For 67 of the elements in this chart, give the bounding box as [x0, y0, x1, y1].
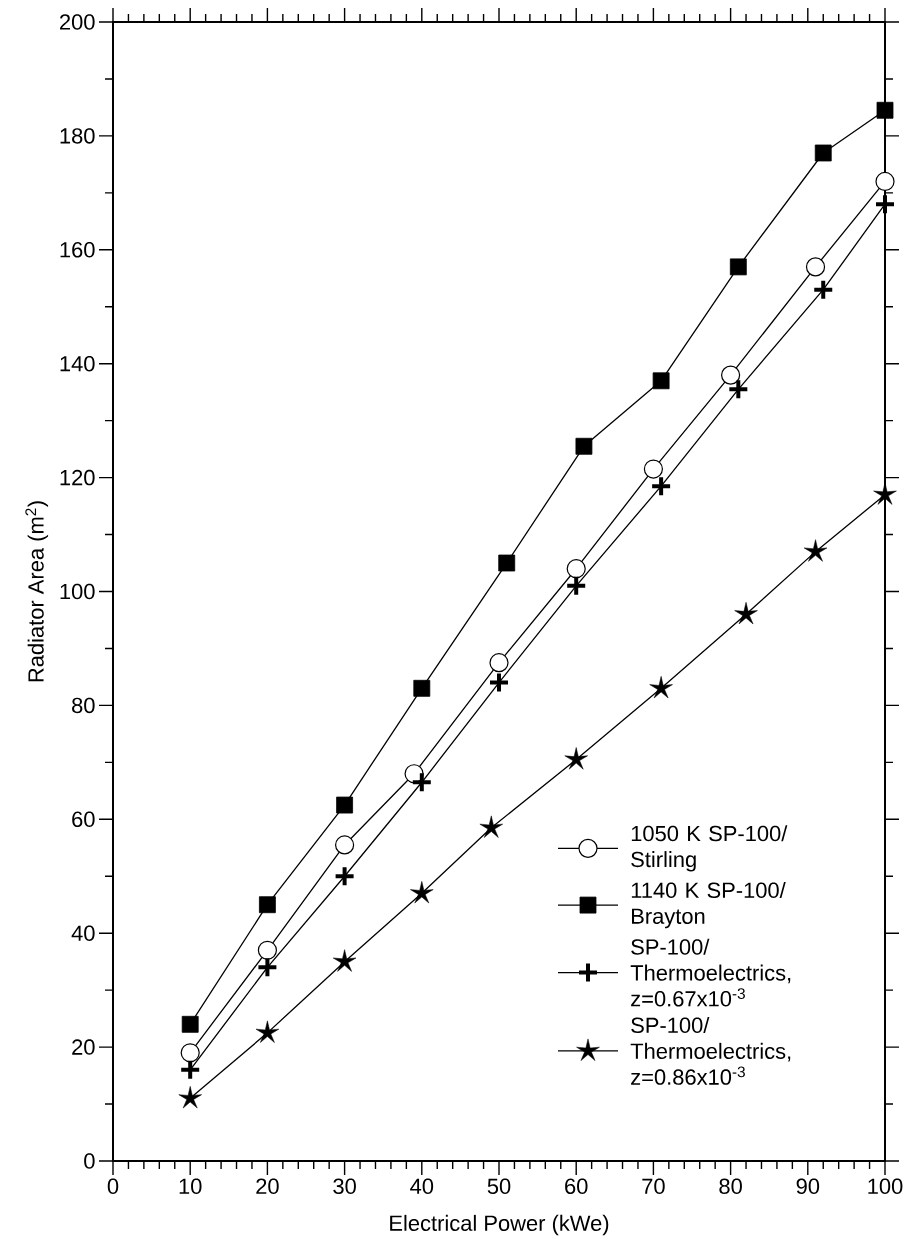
x-tick-label: 70	[642, 1178, 665, 1195]
y-tick-label: 60	[72, 811, 95, 828]
legend-label: 1140 K SP-100/ Brayton	[631, 881, 786, 929]
point	[336, 796, 353, 814]
point	[564, 747, 588, 770]
x-tick-label: 60	[565, 1178, 588, 1195]
point	[257, 940, 277, 960]
point	[178, 1086, 202, 1109]
point	[873, 482, 897, 505]
point	[721, 365, 741, 385]
point	[874, 193, 897, 216]
point	[489, 653, 509, 673]
point	[650, 475, 673, 498]
point	[565, 574, 588, 597]
legend-label: 1050 K SP-100/ Stirling	[631, 825, 788, 872]
point	[876, 101, 894, 119]
point	[803, 539, 828, 562]
x-tick-label: 40	[410, 1178, 434, 1195]
y-tick-label: 20	[72, 1039, 95, 1055]
y-tick-label: 40	[71, 925, 95, 941]
y-tick-label: 100	[60, 583, 95, 600]
y-tick-label: 0	[84, 1153, 95, 1169]
y-tick-label: 140	[60, 355, 95, 372]
point	[814, 144, 832, 162]
point	[729, 258, 747, 276]
point	[479, 815, 503, 838]
point	[875, 171, 895, 192]
x-tick-label: 50	[487, 1178, 511, 1195]
x-tick-label: 100	[868, 1178, 903, 1195]
y-tick-label: 180	[60, 128, 95, 144]
point	[259, 896, 276, 914]
point	[413, 679, 431, 697]
point	[410, 771, 433, 794]
y-tick-label: 80	[72, 697, 95, 714]
point	[488, 671, 510, 694]
point	[180, 1043, 200, 1063]
point	[410, 881, 434, 904]
point	[566, 559, 586, 579]
point	[256, 956, 279, 979]
point	[652, 372, 670, 390]
legend-label: SP-100/ Thermoelectrics, z=0.86x10$^{-3}$	[630, 1016, 791, 1085]
point	[333, 865, 356, 888]
point	[805, 257, 826, 277]
point	[575, 437, 593, 455]
point	[727, 378, 750, 401]
point	[649, 676, 673, 699]
legend-label: SP-100/ Thermoelectrics, z=0.67x10$^{-3}$	[630, 938, 791, 1007]
y-axis-title: Radiator Area (m$^{2}$)	[25, 501, 49, 682]
point	[734, 602, 758, 625]
y-tick-label: 200	[60, 14, 95, 30]
x-axis-title: Electrical Power (kWe)	[390, 1214, 609, 1236]
point	[812, 278, 835, 301]
y-tick-label: 160	[60, 242, 95, 258]
point	[181, 1015, 199, 1033]
point	[498, 554, 516, 572]
y-tick-label: 120	[60, 469, 95, 486]
point	[335, 835, 355, 855]
x-tick-label: 10	[179, 1178, 202, 1195]
x-tick-label: 30	[333, 1178, 356, 1195]
x-tick-label: 90	[796, 1178, 820, 1195]
point	[643, 459, 663, 479]
point	[332, 949, 357, 972]
x-tick-label: 20	[256, 1178, 279, 1195]
x-tick-label: 0	[107, 1178, 119, 1195]
point	[255, 1020, 280, 1043]
point	[179, 1058, 202, 1081]
x-tick-label: 80	[719, 1178, 742, 1195]
